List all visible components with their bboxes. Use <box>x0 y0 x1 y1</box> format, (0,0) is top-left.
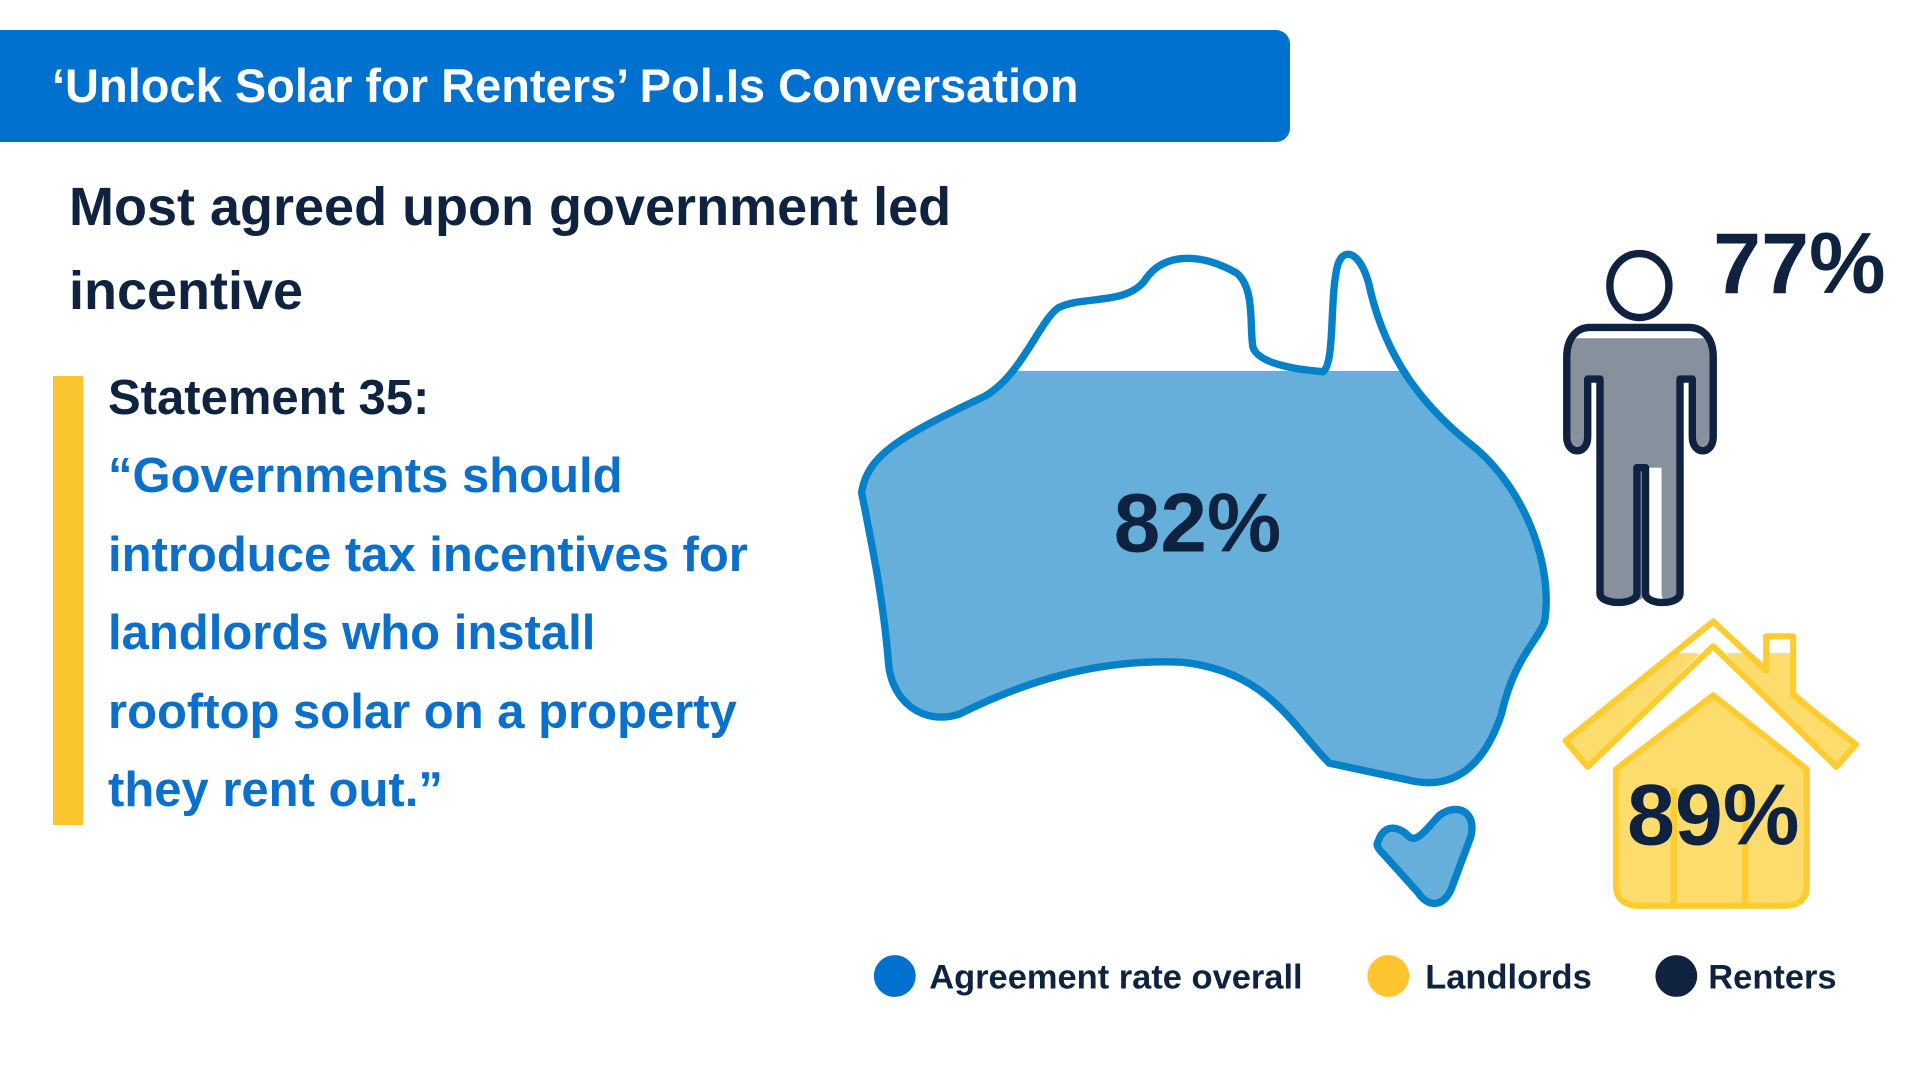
legend-label: Landlords <box>1425 958 1592 996</box>
legend: Agreement rate overall Landlords Renters <box>873 955 1837 997</box>
legend-item-overall: Agreement rate overall <box>873 955 1303 997</box>
quote-accent-bar <box>53 376 83 825</box>
landlords-percentage: 89% <box>1627 767 1799 863</box>
quote-line: introduce tax incentives for <box>108 527 748 582</box>
quote-line: they rent out.” <box>108 763 443 817</box>
legend-dot-navy <box>1655 955 1698 997</box>
section-heading: Most agreed upon government led incentiv… <box>69 165 951 333</box>
heading-line: Most agreed upon government led <box>69 177 952 237</box>
legend-dot-yellow <box>1367 955 1410 997</box>
renters-percentage: 77% <box>1713 216 1885 312</box>
overall-percentage: 82% <box>1114 475 1282 569</box>
quote-line: rooftop solar on a property <box>108 684 737 739</box>
quote-line: “Governments should <box>108 449 623 503</box>
legend-item-landlords: Landlords <box>1367 955 1592 997</box>
legend-label: Renters <box>1708 958 1836 996</box>
legend-label: Agreement rate overall <box>929 958 1302 996</box>
heading-line: incentive <box>69 261 304 321</box>
statement-quote: “Governments should introduce tax incent… <box>108 437 748 830</box>
person-icon: 77% <box>1563 216 1886 607</box>
page-title: ‘Unlock Solar for Renters’ Pol.Is Conver… <box>52 59 1079 112</box>
statement-label: Statement 35: <box>108 371 430 425</box>
title-banner: ‘Unlock Solar for Renters’ Pol.Is Conver… <box>0 30 1290 142</box>
australia-map-icon: 82% <box>857 250 1550 908</box>
legend-item-renters: Renters <box>1655 955 1837 997</box>
tasmania-shape <box>1373 805 1476 908</box>
legend-dot-blue <box>873 955 916 997</box>
house-icon: 89% <box>1562 618 1860 909</box>
quote-line: landlords who install <box>108 606 596 660</box>
